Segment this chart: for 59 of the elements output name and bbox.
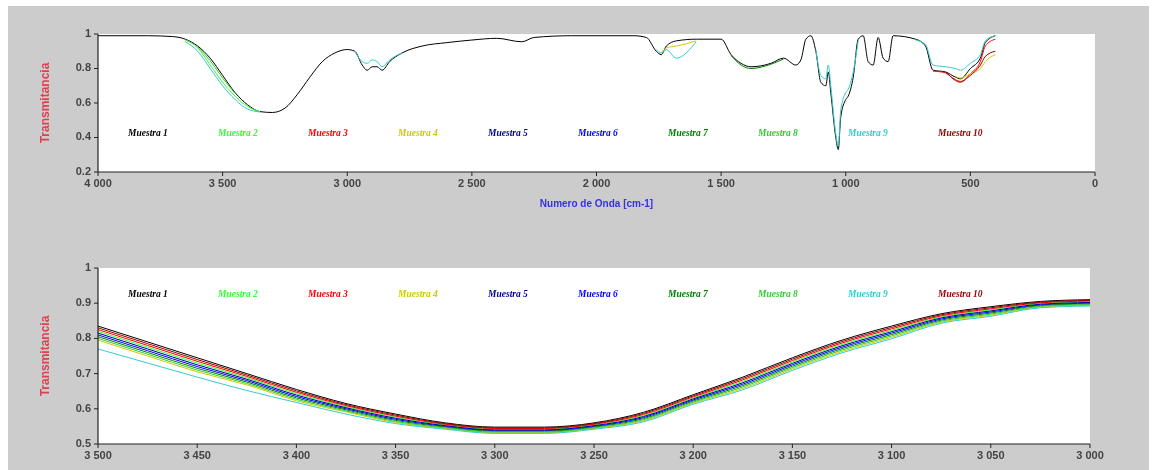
y-tick-label: 1: [84, 260, 91, 273]
y-tick-label: 1: [84, 26, 91, 39]
y-tick-label: 0.6: [75, 401, 91, 414]
y-tick-label: 0.6: [75, 95, 91, 108]
text: Muestra 4: [397, 127, 439, 138]
line-series: [197, 46, 236, 95]
text: Muestra 6: [577, 288, 619, 299]
text: Muestra 8: [757, 288, 799, 299]
x-tick-label: 3 200: [679, 449, 707, 461]
text: Muestra 2: [217, 288, 259, 299]
y-tick-label: 0.7: [75, 366, 91, 379]
x-tick-label: 3 400: [282, 449, 311, 461]
legend-label: Muestra 6: [577, 127, 619, 138]
x-tick-label: 3 000: [1076, 449, 1104, 461]
text: Muestra 5: [487, 288, 529, 299]
x-tick-label: 3 350: [381, 449, 410, 461]
y-tick-label: 0.2: [75, 164, 91, 177]
y-axis-title: Transmitancia: [38, 315, 53, 397]
text: Muestra 8: [757, 127, 799, 138]
x-tick-label: 0: [1091, 177, 1099, 189]
text: Muestra 4: [397, 288, 439, 299]
x-tick-label: 3 500: [84, 449, 112, 461]
x-tick-label: 2 000: [582, 177, 611, 189]
x-tick-label: 3 100: [877, 449, 906, 461]
legend-label: Muestra 5: [487, 127, 529, 138]
text: Muestra 1: [127, 288, 168, 299]
series-label: Muestra 2: [217, 127, 259, 138]
text: Muestra 7: [667, 288, 710, 299]
series-label: Muestra 9: [847, 127, 889, 138]
text: Muestra 7: [667, 127, 710, 138]
series-label: Muestra 10: [937, 288, 983, 299]
text: Muestra 3: [307, 127, 349, 138]
x-tick-label: 1 500: [707, 177, 735, 189]
x-tick-label: 3 050: [977, 449, 1005, 461]
x-tick-label: 500: [961, 177, 980, 189]
text: Muestra 3: [307, 288, 349, 299]
y-axis-title: Transmitancia: [38, 62, 53, 144]
y-tick-label: 0.8: [75, 61, 91, 74]
line-series: [184, 39, 261, 113]
text: Muestra 10: [937, 127, 983, 138]
x-axis-title: Numero de Onda [cm-1]: [539, 198, 654, 209]
x-tick-label: 1 000: [831, 177, 860, 189]
x-tick-label: 3 250: [580, 449, 608, 461]
line-series: [730, 55, 784, 69]
line-series: [932, 38, 996, 83]
x-tick-label: 3 450: [183, 449, 211, 461]
y-tick-label: 0.9: [75, 296, 91, 309]
y-tick-label: 0.8: [75, 331, 91, 344]
line-series: [944, 50, 996, 82]
x-tick-label: 2 500: [458, 177, 486, 189]
y-tick-label: 0.5: [75, 436, 91, 449]
text: Muestra 1: [127, 127, 168, 138]
x-tick-label: 3 000: [333, 177, 362, 189]
x-tick-label: 3 300: [481, 449, 509, 461]
text: Muestra 9: [847, 288, 889, 299]
x-tick-label: 3 150: [778, 449, 807, 461]
x-tick-label: 3 500: [208, 177, 237, 189]
x-tick-label: 4 000: [84, 177, 112, 189]
y-tick-label: 0.4: [75, 130, 92, 143]
